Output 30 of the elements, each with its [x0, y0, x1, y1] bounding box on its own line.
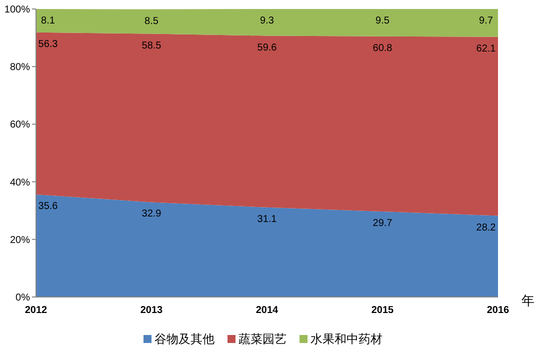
data-label: 28.2: [476, 222, 496, 234]
data-label: 29.7: [372, 218, 393, 229]
x-tick-label: 2015: [371, 305, 394, 316]
data-label: 31.1: [257, 214, 278, 225]
data-label: 9.7: [479, 16, 494, 26]
y-tick-label: 80%: [10, 62, 30, 74]
data-label: 58.5: [142, 40, 162, 52]
y-tick-label: 60%: [10, 120, 30, 131]
x-tick-label: 2016: [486, 305, 510, 316]
data-label: 8.1: [41, 16, 56, 26]
x-tick-label: 2012: [24, 305, 48, 316]
legend-label: 水果和中药材: [310, 332, 382, 346]
data-label: 35.6: [38, 200, 58, 212]
y-tick-label: 20%: [10, 234, 30, 246]
x-tick-label: 2013: [140, 305, 164, 316]
legend-label: 谷物及其他: [154, 332, 214, 346]
y-tick-label: 100%: [4, 4, 30, 16]
data-label: 56.3: [38, 38, 58, 50]
data-label: 32.9: [142, 208, 162, 220]
x-axis-title: 年: [522, 293, 534, 308]
y-tick-label: 0%: [16, 292, 30, 304]
data-label: 59.6: [257, 42, 278, 54]
legend-label: 蔬菜园艺: [238, 332, 286, 346]
data-label: 62.1: [476, 43, 496, 54]
data-label: 8.5: [144, 16, 159, 27]
y-tick-label: 40%: [10, 177, 30, 188]
data-label: 9.5: [376, 16, 390, 26]
data-label: 9.3: [260, 16, 274, 26]
data-label: 60.8: [372, 42, 393, 54]
x-tick-label: 2014: [256, 305, 279, 316]
